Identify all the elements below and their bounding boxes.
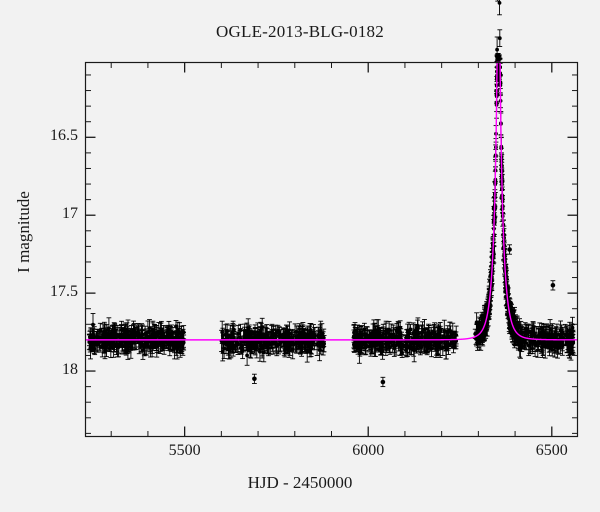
y-tick-label: 16.5 — [50, 127, 78, 145]
axis-ticks — [85, 62, 578, 437]
x-tick-label: 6500 — [535, 442, 568, 459]
x-tick-label: 6000 — [352, 442, 385, 459]
page-title: OGLE-2013-BLG-0182 — [216, 22, 384, 41]
model-curve — [85, 61, 578, 341]
y-tick-label-group: 16.5 17 17.5 18 — [30, 0, 78, 512]
data-points-layer — [86, 0, 576, 388]
y-tick-label: 17 — [62, 205, 78, 223]
x-tick-label: 5500 — [168, 442, 201, 459]
plot-frame — [84, 61, 579, 438]
y-tick-label: 17.5 — [50, 283, 78, 301]
x-axis-label: HJD - 2450000 — [247, 473, 353, 492]
y-tick-label: 18 — [62, 361, 78, 379]
